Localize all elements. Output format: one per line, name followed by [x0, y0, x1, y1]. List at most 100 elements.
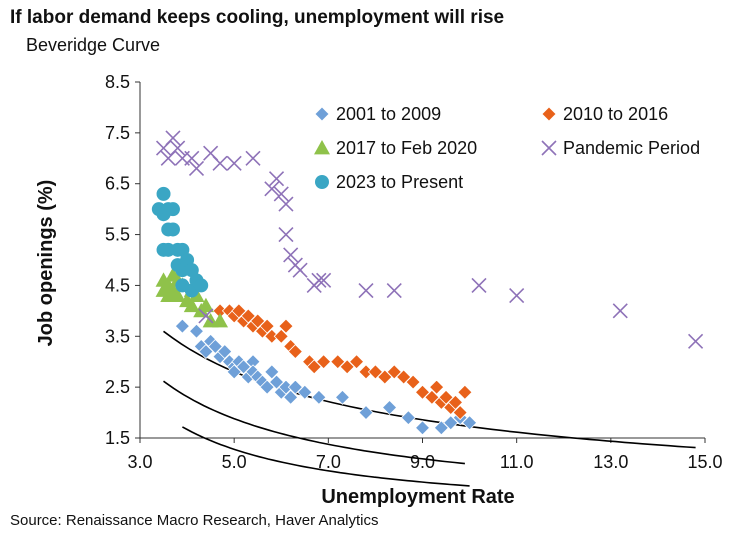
data-point	[212, 313, 229, 328]
data-point	[184, 150, 200, 166]
x-tick-label: 15.0	[687, 452, 722, 472]
data-point	[183, 297, 200, 313]
legend-marker	[314, 106, 330, 122]
data-point	[156, 186, 171, 201]
data-point	[414, 420, 431, 436]
legend-item: 2017 to Feb 2020	[314, 138, 477, 158]
data-point	[316, 354, 332, 370]
y-axis-title: Job openings (%)	[35, 180, 57, 347]
x-tick-label: 9.0	[410, 452, 435, 472]
legend-marker	[541, 140, 557, 156]
y-tick-label: 1.5	[105, 428, 130, 448]
data-point	[273, 186, 289, 202]
chart-subtitle: Beveridge Curve	[26, 35, 161, 55]
data-point	[212, 155, 228, 171]
data-point	[264, 181, 280, 197]
y-tick-label: 7.5	[105, 123, 130, 143]
data-point	[386, 282, 402, 299]
x-tick-label: 11.0	[500, 452, 534, 472]
data-point	[217, 343, 233, 360]
data-point	[165, 202, 180, 217]
data-point	[283, 247, 299, 263]
data-point	[509, 288, 525, 304]
data-point	[457, 384, 473, 400]
legend-marker	[541, 106, 557, 122]
data-point	[165, 130, 181, 146]
data-point	[273, 328, 289, 344]
y-tick-label: 4.5	[105, 275, 130, 295]
data-point	[245, 150, 261, 166]
data-point	[429, 379, 445, 395]
data-point	[316, 272, 332, 288]
legend-item: Pandemic Period	[541, 138, 700, 158]
legend-item: 2010 to 2016	[541, 104, 668, 124]
series-2001-to-2009	[174, 318, 478, 436]
data-point	[197, 297, 214, 313]
axes: 8.5 7.5 6.5 5.5 4.5 3.5 2.5 1.5 3.0 5.0 7.0 9.0 11.0…	[105, 72, 723, 472]
y-tick-label: 6.5	[105, 174, 130, 194]
2001-2016-trend	[163, 380, 465, 465]
source-note: Source: Renaissance Macro Research, Have…	[10, 512, 379, 529]
data-point	[194, 278, 209, 293]
data-point	[278, 318, 294, 334]
pandemic-trend	[163, 330, 696, 449]
data-point	[292, 262, 308, 278]
y-tick-label: 8.5	[105, 72, 130, 92]
legend-label: 2001 to 2009	[336, 104, 441, 124]
data-point	[287, 343, 303, 360]
data-point	[311, 272, 327, 288]
x-tick-label: 13.0	[593, 452, 628, 472]
legend-label: Pandemic Period	[563, 138, 700, 158]
data-point	[188, 160, 205, 177]
data-point	[198, 308, 214, 324]
data-point	[311, 389, 327, 405]
data-point	[188, 323, 205, 339]
data-point	[688, 333, 704, 349]
x-tick-label: 5.0	[222, 452, 247, 472]
legend-label: 2010 to 2016	[563, 104, 668, 124]
chart-title: If labor demand keeps cooling, unemploym…	[10, 7, 505, 28]
series-2023-to-present	[151, 186, 209, 298]
data-point	[175, 278, 190, 293]
y-tick-label: 2.5	[105, 377, 130, 397]
data-point	[259, 318, 275, 334]
data-point	[358, 405, 374, 421]
data-point	[283, 389, 299, 405]
legend-marker	[315, 175, 329, 189]
series-pandemic-period	[155, 130, 704, 349]
data-point	[165, 222, 180, 237]
data-point	[447, 394, 464, 410]
data-point	[268, 171, 285, 187]
data-point	[358, 282, 374, 299]
y-tick-label: 5.5	[105, 225, 130, 245]
data-point	[471, 277, 487, 293]
legend-marker	[314, 140, 330, 155]
legend: 2001 to 2009 2010 to 2016 2017 to Feb 2020…	[314, 104, 700, 192]
data-point	[278, 227, 294, 243]
data-point	[278, 196, 294, 212]
data-point	[349, 354, 365, 370]
data-point	[226, 155, 242, 171]
legend-item: 2001 to 2009	[314, 104, 441, 124]
data-point	[612, 303, 628, 319]
data-point	[297, 384, 313, 400]
data-point	[334, 389, 351, 405]
data-point	[170, 140, 186, 156]
x-tick-label: 3.0	[127, 452, 152, 472]
legend-label: 2023 to Present	[336, 172, 463, 192]
data-point	[400, 410, 416, 426]
data-point	[174, 318, 190, 334]
data-point	[169, 287, 186, 302]
x-axis-title: Unemployment Rate	[321, 486, 514, 508]
y-tick-label: 3.5	[105, 326, 130, 346]
x-tick-label: 7.0	[316, 452, 341, 472]
2001-2009-trend	[182, 426, 470, 487]
data-point	[405, 374, 421, 390]
data-point	[452, 405, 468, 421]
data-points	[151, 130, 704, 436]
data-point	[381, 399, 398, 416]
legend-item: 2023 to Present	[315, 172, 463, 192]
legend-label: 2017 to Feb 2020	[336, 138, 477, 158]
data-point	[462, 415, 478, 431]
